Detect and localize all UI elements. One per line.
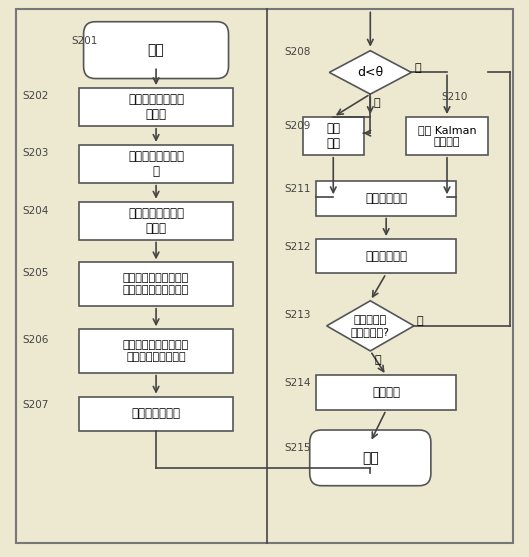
Text: 计算初始目标概率分布
和候选目标概率分布: 计算初始目标概率分布 和候选目标概率分布 (123, 340, 189, 361)
FancyBboxPatch shape (316, 239, 456, 273)
Text: 否: 否 (414, 63, 421, 73)
FancyBboxPatch shape (316, 181, 456, 216)
Text: S208: S208 (285, 47, 311, 57)
Text: 转用 Kalman
滤波跟踪: 转用 Kalman 滤波跟踪 (418, 125, 476, 146)
Text: S210: S210 (442, 92, 468, 102)
FancyBboxPatch shape (310, 430, 431, 486)
Text: S207: S207 (22, 400, 49, 411)
FancyBboxPatch shape (316, 375, 456, 410)
Text: 否: 否 (417, 316, 424, 326)
Text: 滤波，检测异物入
侵目标: 滤波，检测异物入 侵目标 (128, 93, 184, 121)
Text: 计算相似度函数: 计算相似度函数 (132, 407, 180, 421)
Text: S204: S204 (22, 206, 49, 216)
FancyBboxPatch shape (303, 117, 364, 155)
Text: 是: 是 (373, 98, 380, 108)
Text: 跟踪
有效: 跟踪 有效 (326, 122, 340, 150)
Text: S214: S214 (285, 378, 311, 388)
Text: 结束: 结束 (362, 451, 379, 465)
Text: 是否接近或
附着高压线?: 是否接近或 附着高压线? (351, 315, 390, 336)
Text: S215: S215 (285, 443, 311, 453)
Polygon shape (329, 51, 412, 94)
FancyBboxPatch shape (79, 397, 233, 431)
FancyBboxPatch shape (406, 117, 488, 155)
Text: S212: S212 (285, 242, 311, 252)
Text: S213: S213 (285, 310, 311, 320)
Text: 目标位置标定: 目标位置标定 (365, 250, 407, 263)
FancyBboxPatch shape (79, 329, 233, 373)
FancyBboxPatch shape (79, 88, 233, 126)
FancyBboxPatch shape (79, 262, 233, 306)
Text: S206: S206 (22, 335, 49, 345)
Text: d<θ: d<θ (357, 66, 384, 79)
Text: 更新目标模型: 更新目标模型 (365, 192, 407, 205)
Text: S202: S202 (22, 91, 49, 101)
FancyBboxPatch shape (84, 22, 229, 79)
Text: 发出报警: 发出报警 (372, 386, 400, 399)
Text: S211: S211 (285, 184, 311, 194)
Text: 异物目标或入侵目
标判断: 异物目标或入侵目 标判断 (128, 207, 184, 234)
FancyBboxPatch shape (79, 202, 233, 240)
Text: S205: S205 (22, 268, 49, 278)
Text: S201: S201 (71, 36, 98, 46)
FancyBboxPatch shape (16, 9, 513, 543)
FancyBboxPatch shape (79, 145, 233, 183)
Polygon shape (326, 301, 414, 351)
Text: S203: S203 (22, 148, 49, 158)
Text: 开始: 开始 (148, 43, 165, 57)
Text: 计算目标特征与背景特
征权重系数，并归一化: 计算目标特征与背景特 征权重系数，并归一化 (123, 273, 189, 295)
Text: 是: 是 (375, 355, 381, 365)
Text: S209: S209 (285, 121, 311, 131)
Text: 目标形态学标记定
位: 目标形态学标记定 位 (128, 150, 184, 178)
